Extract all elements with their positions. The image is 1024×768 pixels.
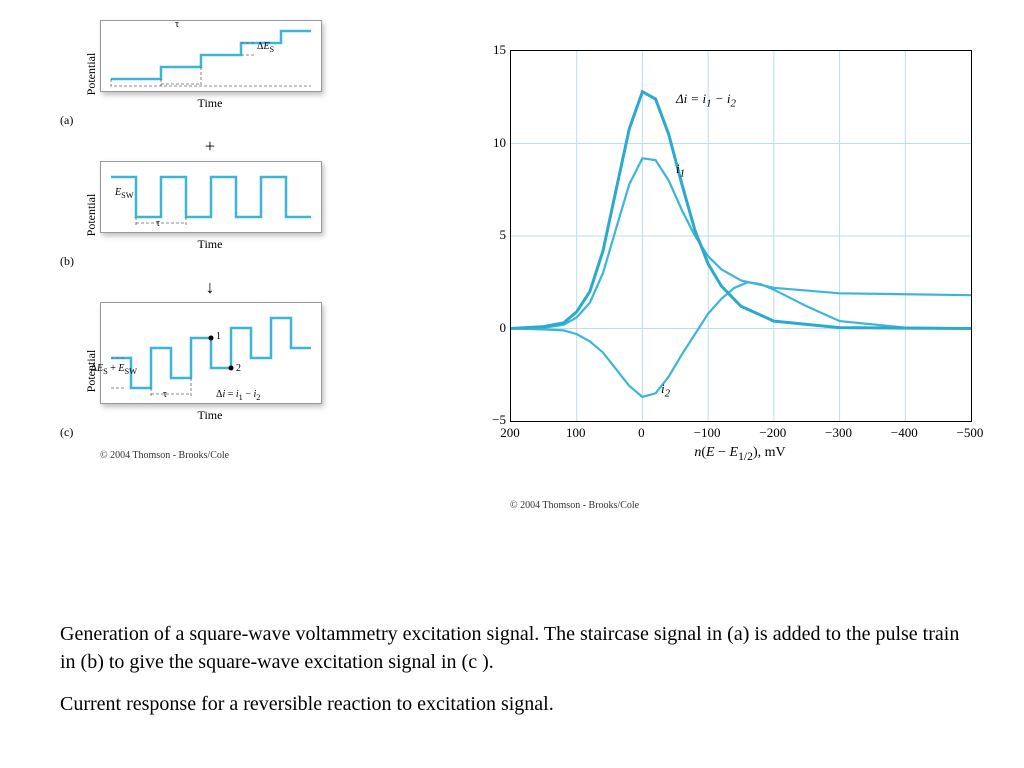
arrow-connector: ↓ xyxy=(100,277,320,298)
ann-di-c: Δi = i1 − i2 xyxy=(216,389,260,402)
caption-p1: Generation of a square-wave voltammetry … xyxy=(60,620,960,676)
big-xlabel: n(E − E1/2), mV xyxy=(510,445,970,463)
ann-tau-c: τ xyxy=(163,389,167,400)
caption-p2: Current response for a reversible reacti… xyxy=(60,690,960,718)
ytick: 10 xyxy=(493,135,506,151)
left-panel: Potential τ ΔES Time (a) + Potential ESW… xyxy=(60,20,340,461)
ann-esw: ESW xyxy=(115,187,134,200)
xtick: −400 xyxy=(891,425,918,441)
caption: Generation of a square-wave voltammetry … xyxy=(60,620,960,732)
ann-des: ΔES xyxy=(257,41,274,54)
xtick: 200 xyxy=(500,425,520,441)
xtick: 0 xyxy=(638,425,645,441)
ann-tau-a: τ xyxy=(175,19,179,30)
big-plot: Δi = i1 − i2 i1 i2 xyxy=(510,50,972,422)
staircase-svg xyxy=(101,21,321,91)
xtick: −300 xyxy=(825,425,852,441)
ytick: 15 xyxy=(493,42,506,58)
xlabel-c: Time xyxy=(100,408,320,423)
ann-i2: i2 xyxy=(661,381,670,400)
right-panel: Dimensionless function of current Δi = i… xyxy=(470,50,970,511)
big-plot-svg xyxy=(511,51,971,421)
xlabel-b: Time xyxy=(100,237,320,252)
plus-connector: + xyxy=(100,136,320,157)
ann-pt1: 1 xyxy=(216,331,221,342)
plot-c: Potential ΔES + ESW 1 2 τ Δi = i1 − i2 T… xyxy=(60,302,340,440)
ann-di: Δi = i1 − i2 xyxy=(676,91,736,110)
copyright-right: © 2004 Thomson - Brooks/Cole xyxy=(510,500,970,511)
tag-a: (a) xyxy=(60,113,340,128)
ann-i1: i1 xyxy=(676,161,685,180)
xtick: −500 xyxy=(957,425,984,441)
ylabel-a: Potential xyxy=(84,53,99,96)
tag-b: (b) xyxy=(60,254,340,269)
xlabel-a: Time xyxy=(100,96,320,111)
ann-pt2: 2 xyxy=(236,363,241,374)
combined-svg xyxy=(101,303,321,403)
ylabel-b: Potential xyxy=(84,194,99,237)
ann-tau-b: τ xyxy=(156,218,160,229)
plot-b: Potential ESW τ Time (b) xyxy=(60,161,340,269)
xtick: 100 xyxy=(566,425,586,441)
tag-c: (c) xyxy=(60,425,340,440)
ann-sum: ΔES + ESW xyxy=(89,363,137,376)
pulse-svg xyxy=(101,162,321,232)
xtick: −100 xyxy=(694,425,721,441)
copyright-left: © 2004 Thomson - Brooks/Cole xyxy=(100,450,340,461)
ytick: 0 xyxy=(500,320,507,336)
plot-a: Potential τ ΔES Time (a) xyxy=(60,20,340,128)
ytick: 5 xyxy=(500,227,507,243)
xtick: −200 xyxy=(759,425,786,441)
